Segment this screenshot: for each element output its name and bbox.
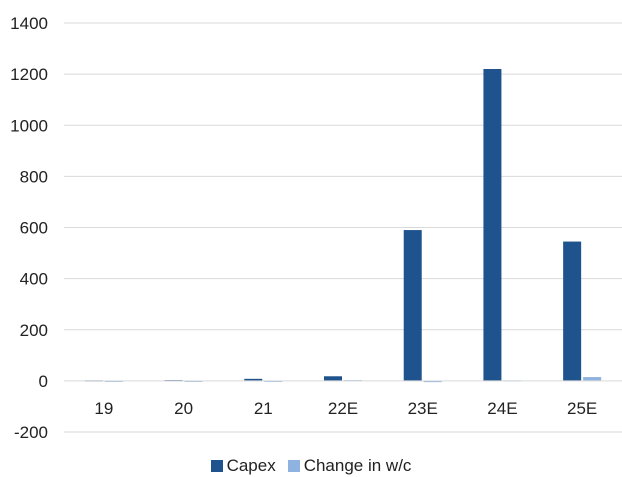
x-tick-label: 21	[254, 399, 273, 418]
x-tick-label: 19	[94, 399, 113, 418]
y-tick-label: 1400	[10, 14, 48, 33]
bar-change-in-wc-23e	[423, 380, 442, 383]
y-tick-label: 400	[20, 270, 48, 289]
legend-swatch-change-in-wc	[287, 460, 300, 472]
x-tick-label: 20	[174, 399, 193, 418]
y-tick-label: -200	[14, 423, 48, 442]
legend-item-capex: Capex	[210, 456, 276, 476]
bar-capex-24e	[483, 69, 502, 381]
y-tick-label: 800	[20, 167, 48, 186]
x-tick-label: 23E	[408, 399, 438, 418]
y-tick-label: 0	[39, 372, 48, 391]
legend-label-change-in-wc: Change in w/c	[303, 456, 412, 475]
x-tick-label: 24E	[487, 399, 517, 418]
y-tick-label: 1000	[10, 116, 48, 135]
bar-capex-25e	[563, 241, 582, 381]
gridlines	[64, 22, 622, 433]
y-tick-labels: -200 0 200 400 600 800 1000 1200 1400	[10, 14, 48, 442]
x-tick-label: 22E	[328, 399, 358, 418]
x-tick-labels: 19 20 21 22E 23E 24E 25E	[94, 399, 597, 418]
y-tick-label: 1200	[10, 65, 48, 84]
y-tick-label: 200	[20, 321, 48, 340]
legend-item-change-in-wc: Change in w/c	[287, 456, 412, 476]
bar-capex-21	[244, 378, 263, 381]
bar-capex-22e	[324, 376, 342, 381]
x-tick-label: 25E	[567, 399, 597, 418]
legend-label-capex: Capex	[226, 456, 276, 475]
legend: Capex Change in w/c	[0, 456, 622, 476]
y-tick-label: 600	[20, 219, 48, 238]
bar-capex-23e	[403, 230, 422, 381]
bars	[84, 69, 602, 383]
bar-change-in-wc-25e	[583, 377, 602, 381]
legend-swatch-capex	[210, 460, 223, 472]
